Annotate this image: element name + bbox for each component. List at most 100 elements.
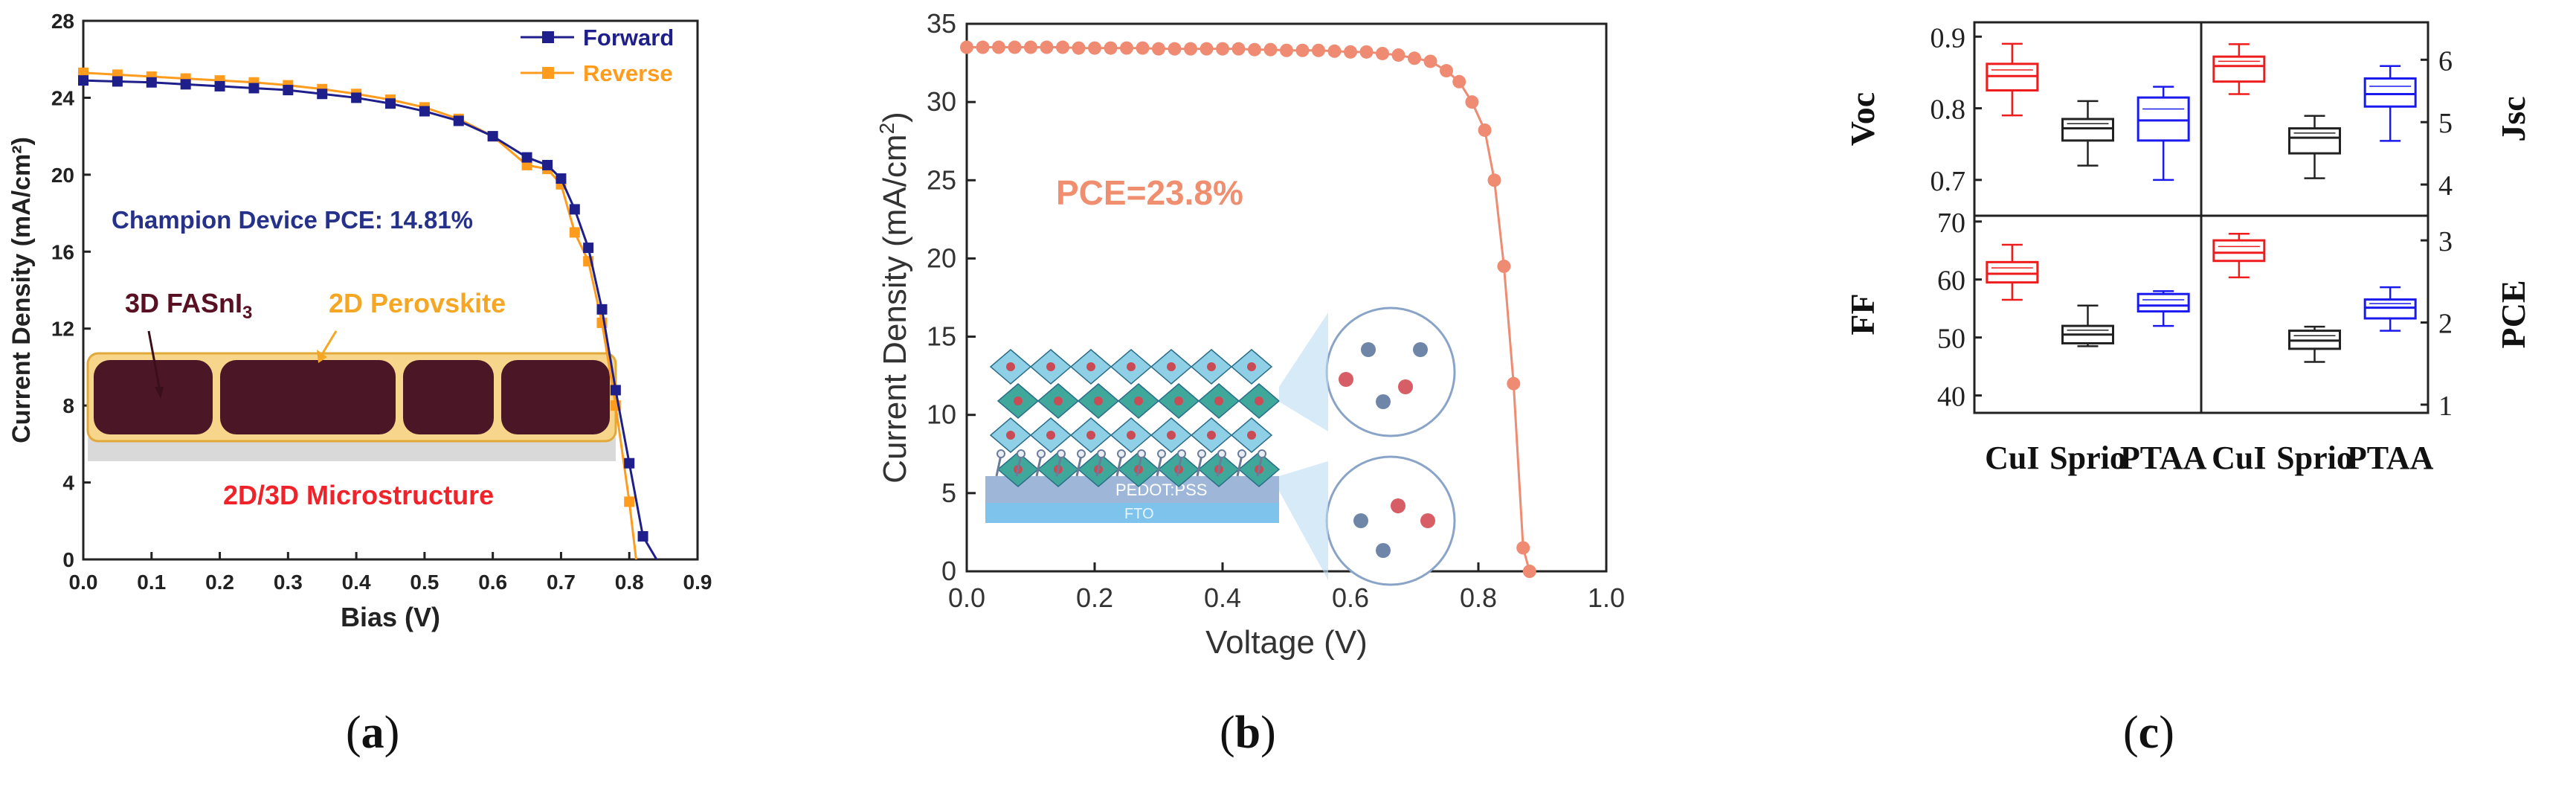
perovskite-2d-label: 2D Perovskite: [329, 288, 506, 318]
chart-a: 0.0 0.1 0.2 0.3 0.4 0.5 0.6 0.7 0.8 0.9 0 4 8 12 16 20 2…: [7, 10, 712, 632]
y-tick-label: 70: [1937, 208, 1965, 239]
ligand-atom: [1177, 449, 1186, 458]
data-point: [1408, 51, 1421, 65]
ligand-atom: [1117, 449, 1126, 458]
ligand-atom: [1258, 449, 1266, 458]
y-tick-label: 40: [1937, 382, 1965, 413]
x-tick-label: 0.7: [547, 571, 576, 594]
x-category-label: PTAA: [2120, 440, 2207, 476]
y-tick-label: 16: [51, 240, 74, 263]
data-point-forward: [385, 98, 396, 109]
microstructure-label: 2D/3D Microstructure: [223, 480, 494, 510]
ligand-atom: [1137, 449, 1146, 458]
zoom-circle-bottom: [1325, 455, 1456, 586]
ligand-atom: [1097, 449, 1106, 458]
chart-b: 0.0 0.2 0.4 0.6 0.8 1.0 0 5 10 15 20 25 30 35 Voltage …: [875, 8, 1625, 661]
ligand: [1095, 455, 1103, 477]
x-category-label: CuI: [2212, 440, 2266, 476]
y-axis-label-ff: FF: [1844, 293, 1881, 335]
x-category-label: CuI: [1985, 440, 2039, 476]
molecule-atom: [1376, 543, 1391, 558]
x-tick-label: 0.0: [69, 571, 98, 594]
data-point: [1522, 565, 1536, 578]
x-category-label: Sprio: [2276, 440, 2353, 476]
molecule-atom: [1339, 372, 1353, 387]
molecule-atom: [1376, 394, 1391, 409]
ligand: [1256, 455, 1263, 477]
grain-2: [220, 360, 396, 434]
arrow-3d-head: [155, 387, 164, 399]
x-tick-label: 0.4: [1204, 582, 1241, 613]
molecule-atom: [1361, 342, 1376, 357]
fasni3-subscript: 3: [242, 303, 252, 323]
data-point: [1497, 259, 1511, 273]
arrow-2d-head: [317, 350, 327, 363]
atom: [1207, 431, 1216, 440]
data-point-forward: [248, 83, 260, 94]
y-tick-label: 15: [927, 321, 956, 352]
zoom-circle-top: [1325, 306, 1456, 437]
data-point: [1168, 42, 1182, 56]
data-point: [1088, 41, 1101, 55]
x-tick-label: 0.1: [137, 571, 166, 594]
panel-label-b: (b): [1220, 707, 1276, 758]
data-point: [1478, 123, 1492, 137]
data-point-forward: [317, 89, 328, 100]
chart-c: 0.7 0.8 0.9 Voc 4 5 6 Jsc 40 50 60 70 FF 1 2 3 PCE CuI Spr…: [1844, 21, 2532, 476]
fto-label: FTO: [1124, 506, 1154, 522]
x-axis-label: Voltage (V): [1205, 624, 1368, 661]
data-point-forward: [521, 152, 532, 163]
data-point-reverse: [624, 496, 635, 507]
data-point: [1200, 42, 1214, 56]
box-cui: [1986, 260, 2039, 284]
data-point: [1295, 43, 1310, 57]
box-sprio: [2288, 127, 2341, 155]
data-point-reverse: [569, 227, 580, 238]
ligand-atom: [1217, 449, 1226, 458]
x-axis-label: Bias (V): [341, 602, 440, 632]
atom: [1006, 362, 1015, 371]
legend-label-reverse: Reverse: [583, 60, 673, 86]
x-tick-label: 0.2: [205, 571, 234, 594]
y-axis-label-jsc: Jsc: [2494, 96, 2532, 141]
atom: [1046, 431, 1055, 440]
molecule-detail: [1339, 342, 1435, 558]
x-category-label: Sprio: [2049, 440, 2126, 476]
series-line-reverse: [83, 71, 637, 560]
molecule-atom: [1413, 342, 1428, 357]
data-point: [992, 40, 1005, 54]
ligand: [1075, 455, 1083, 477]
zoom-band-bottom: [1279, 461, 1328, 580]
y-tick-label: 0: [941, 556, 956, 586]
legend-marker: [542, 31, 554, 43]
data-point: [1216, 42, 1229, 56]
fasni3-label: 3D FASnI3: [125, 288, 252, 323]
ligand: [1156, 455, 1163, 477]
y-tick-label: 0.7: [1931, 166, 1966, 197]
box-sprio: [2061, 118, 2114, 142]
atom: [1247, 362, 1256, 371]
atom: [1247, 431, 1256, 440]
y-tick-label: 4: [2438, 170, 2453, 202]
grain-4: [501, 360, 610, 434]
atom: [1167, 431, 1176, 440]
data-point: [1136, 41, 1150, 55]
ligand-atom: [1057, 449, 1066, 458]
y-axis-label-pce: PCE: [2494, 280, 2532, 349]
ligand: [1176, 455, 1183, 477]
chart-c-box-plots: 0.7 0.8 0.9 Voc 4 5 6 Jsc 40 50 60 70 FF 1 2 3 PCE CuI Spr…: [1844, 21, 2532, 476]
ligand: [1035, 455, 1043, 477]
atom: [1094, 396, 1103, 405]
y-axis-label: Current Density (mA/cm²): [7, 137, 36, 443]
chart-a-axes: 0.0 0.1 0.2 0.3 0.4 0.5 0.6 0.7 0.8 0.9 0 4 8 12 16 20 2…: [7, 10, 712, 632]
panel-label-a: (a): [346, 707, 400, 758]
data-point: [1327, 44, 1342, 58]
atom: [1174, 396, 1183, 405]
data-point-forward: [569, 204, 580, 215]
data-point: [1280, 43, 1293, 57]
y-tick-label: 50: [1937, 324, 1965, 355]
fto-layer: [985, 502, 1279, 523]
data-point: [1040, 40, 1054, 54]
data-point: [1184, 42, 1197, 56]
molecule-atom: [1398, 379, 1413, 394]
